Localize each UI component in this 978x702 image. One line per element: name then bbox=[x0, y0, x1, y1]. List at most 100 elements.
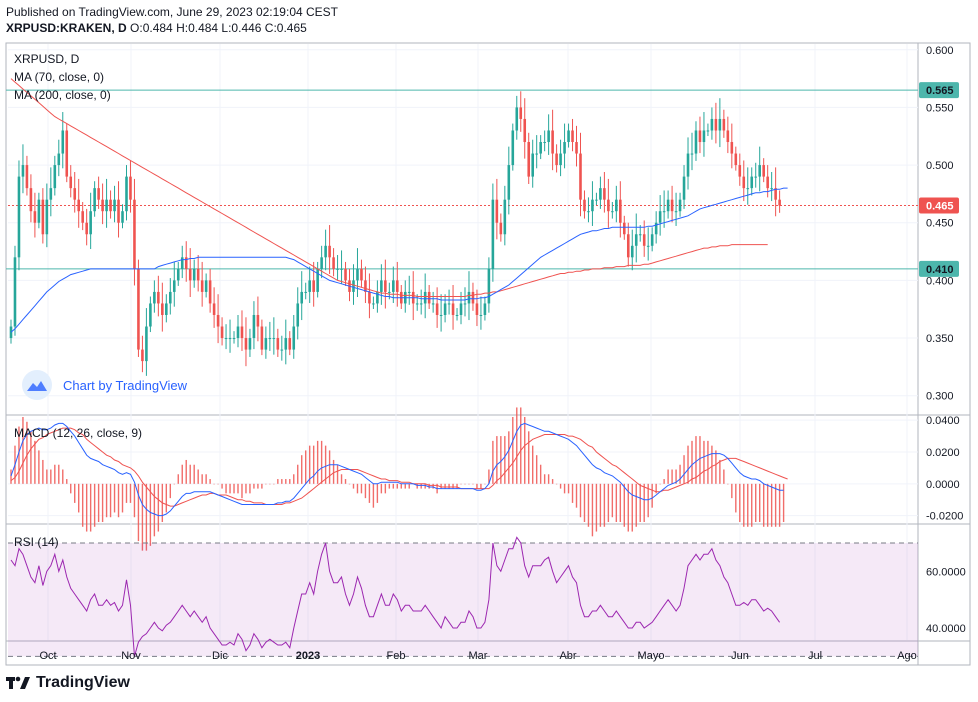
macd-histogram-bar bbox=[352, 483, 355, 489]
candle-body bbox=[626, 234, 630, 258]
axes: Oct Nov Dic 2023 Feb Mar Abr Mayo Jun Jul Ago 0.600… bbox=[39, 45, 965, 662]
macd-histogram-bar bbox=[18, 426, 20, 484]
macd-histogram-bar bbox=[778, 483, 781, 527]
candle-body bbox=[407, 291, 411, 293]
macd-histogram-bar bbox=[384, 483, 387, 494]
candle-body bbox=[300, 291, 304, 304]
macd-histogram-bar bbox=[500, 436, 502, 484]
candle-body bbox=[642, 234, 646, 246]
time-axis-label: Abr bbox=[559, 650, 576, 662]
candle-body bbox=[431, 303, 435, 305]
tradingview-logo[interactable]: TradingView bbox=[6, 674, 130, 692]
candle-body bbox=[240, 326, 244, 339]
macd-histogram-bar bbox=[26, 421, 28, 484]
time-axis-label: 2023 bbox=[296, 650, 320, 662]
candle-body bbox=[491, 199, 495, 269]
candle-body bbox=[730, 142, 734, 154]
macd-histogram-bar bbox=[376, 483, 379, 503]
macd-histogram-bar bbox=[285, 479, 287, 484]
candle-body bbox=[599, 188, 602, 200]
macd-histogram-bar bbox=[408, 483, 410, 489]
price-tick-label: 0.550 bbox=[926, 102, 954, 114]
candle-body bbox=[646, 245, 650, 247]
macd-histogram-bar bbox=[364, 483, 367, 499]
candle-body bbox=[439, 314, 443, 316]
candle-body bbox=[738, 165, 742, 177]
candle-body bbox=[750, 176, 754, 189]
macd-histogram-bar bbox=[320, 440, 323, 484]
candle-body bbox=[224, 338, 228, 340]
candle-body bbox=[176, 268, 180, 281]
candle-body bbox=[419, 303, 423, 305]
macd-histogram-bar bbox=[89, 483, 92, 532]
macd-histogram-bar bbox=[619, 483, 622, 522]
macd-histogram-bar bbox=[305, 450, 307, 484]
price-tag-label: 0.565 bbox=[926, 85, 954, 97]
macd-histogram-bar bbox=[655, 483, 657, 494]
price-tick-label: 0.600 bbox=[926, 45, 954, 57]
symbol-ohlc-line: XRPUSD:KRAKEN, D O:0.484 H:0.484 L:0.446… bbox=[6, 21, 307, 35]
candle-body bbox=[531, 153, 534, 177]
candle-body bbox=[455, 314, 459, 316]
macd-histogram-bar bbox=[639, 483, 641, 522]
time-axis-label: Oct bbox=[39, 650, 56, 662]
watermark-cloud-shape bbox=[27, 381, 47, 391]
macd-histogram-bar bbox=[719, 459, 721, 484]
macd-histogram-bar bbox=[755, 483, 757, 522]
macd-histogram-bar bbox=[380, 483, 383, 494]
candle-body bbox=[141, 349, 144, 362]
macd-histogram-bar bbox=[277, 479, 279, 484]
candle-body bbox=[694, 130, 698, 154]
candle-body bbox=[575, 142, 578, 154]
macd-histogram-bar bbox=[281, 479, 283, 484]
macd-histogram-bar bbox=[265, 483, 267, 485]
macd-histogram-bar bbox=[727, 483, 729, 485]
price-tick-label: 0.400 bbox=[926, 275, 954, 287]
candle-body bbox=[674, 211, 678, 213]
macd-histogram-bar bbox=[229, 483, 231, 494]
candle-body bbox=[73, 188, 77, 200]
macd-histogram-bar bbox=[623, 483, 625, 527]
candle-body bbox=[336, 268, 339, 270]
candle-body bbox=[758, 165, 761, 177]
candle-body bbox=[523, 118, 527, 143]
candle-body bbox=[13, 257, 17, 327]
candle-body bbox=[503, 199, 507, 235]
macd-histogram-bar bbox=[74, 483, 76, 503]
candle-body bbox=[742, 176, 746, 189]
candle-body bbox=[595, 199, 598, 201]
price-pane bbox=[6, 78, 918, 376]
candle-body bbox=[133, 199, 136, 269]
candle-body bbox=[25, 165, 29, 189]
candle-body bbox=[396, 280, 399, 292]
candle-body bbox=[710, 118, 714, 131]
candle-body bbox=[109, 199, 112, 212]
candle-body bbox=[650, 234, 654, 246]
candle-body bbox=[324, 245, 327, 258]
macd-histogram-bar bbox=[607, 483, 610, 522]
candle-body bbox=[527, 142, 531, 177]
macd-histogram-bar bbox=[105, 483, 108, 518]
macd-histogram-bar bbox=[145, 483, 148, 551]
macd-histogram-bar bbox=[747, 483, 749, 527]
candle-body bbox=[567, 130, 570, 143]
candle-body bbox=[161, 303, 164, 315]
macd-histogram-bar bbox=[368, 483, 371, 503]
macd-histogram-bar bbox=[651, 483, 653, 508]
macd-histogram-bar bbox=[647, 483, 649, 518]
macd-histogram-bar bbox=[715, 450, 717, 484]
macd-histogram-bar bbox=[197, 469, 199, 484]
macd-histogram-bar bbox=[512, 417, 514, 484]
macd-histogram-bar bbox=[173, 483, 175, 485]
macd-histogram-bar bbox=[189, 464, 191, 484]
candle-body bbox=[547, 130, 550, 143]
macd-histogram-bar bbox=[743, 483, 745, 527]
macd-histogram-bar bbox=[520, 407, 522, 484]
candle-body bbox=[45, 199, 49, 235]
candle-body bbox=[447, 303, 451, 305]
candle-body bbox=[288, 338, 292, 350]
watermark[interactable]: Chart by TradingView bbox=[22, 370, 188, 400]
candle-body bbox=[603, 188, 606, 200]
candle-body bbox=[638, 234, 642, 236]
